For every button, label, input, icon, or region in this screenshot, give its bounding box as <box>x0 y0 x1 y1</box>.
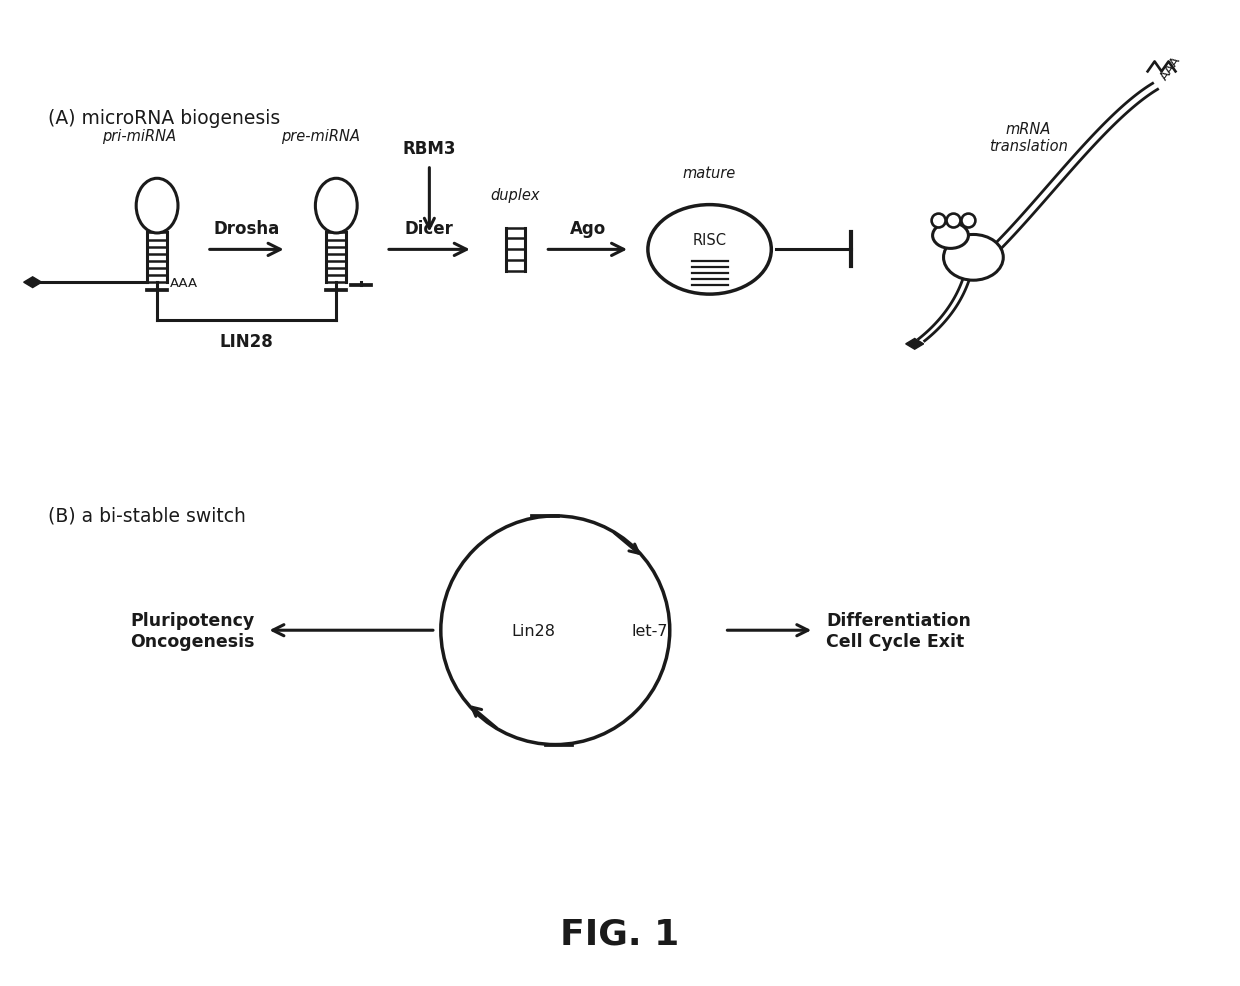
Text: duplex: duplex <box>491 187 541 202</box>
Text: let-7: let-7 <box>631 623 668 638</box>
Text: pre-miRNA: pre-miRNA <box>281 129 361 144</box>
Circle shape <box>946 214 961 229</box>
Circle shape <box>931 214 946 229</box>
Text: Lin28: Lin28 <box>511 623 556 638</box>
Ellipse shape <box>647 205 771 295</box>
Text: Dicer: Dicer <box>405 220 454 239</box>
Circle shape <box>440 517 670 744</box>
Text: Differentiation
Cell Cycle Exit: Differentiation Cell Cycle Exit <box>826 611 971 650</box>
Polygon shape <box>24 277 42 288</box>
Text: FIG. 1: FIG. 1 <box>560 917 680 951</box>
Text: pri-miRNA: pri-miRNA <box>103 129 176 144</box>
Text: RISC: RISC <box>693 233 727 247</box>
Text: mRNA
translation: mRNA translation <box>988 121 1068 154</box>
Text: AAA: AAA <box>170 276 198 290</box>
Text: mature: mature <box>683 166 737 180</box>
Text: (B) a bi-stable switch: (B) a bi-stable switch <box>47 507 246 526</box>
Text: RBM3: RBM3 <box>403 140 456 158</box>
Polygon shape <box>905 339 924 350</box>
Ellipse shape <box>932 223 968 249</box>
Text: Pluripotency
Oncogenesis: Pluripotency Oncogenesis <box>130 611 254 650</box>
Circle shape <box>961 214 976 229</box>
Ellipse shape <box>944 236 1003 281</box>
Ellipse shape <box>315 179 357 234</box>
Text: Drosha: Drosha <box>213 220 280 239</box>
Text: Ago: Ago <box>569 220 606 239</box>
Text: LIN28: LIN28 <box>219 332 274 351</box>
Text: (A) microRNA biogenesis: (A) microRNA biogenesis <box>47 109 280 128</box>
Text: AAA: AAA <box>1158 53 1183 82</box>
Ellipse shape <box>136 179 179 234</box>
